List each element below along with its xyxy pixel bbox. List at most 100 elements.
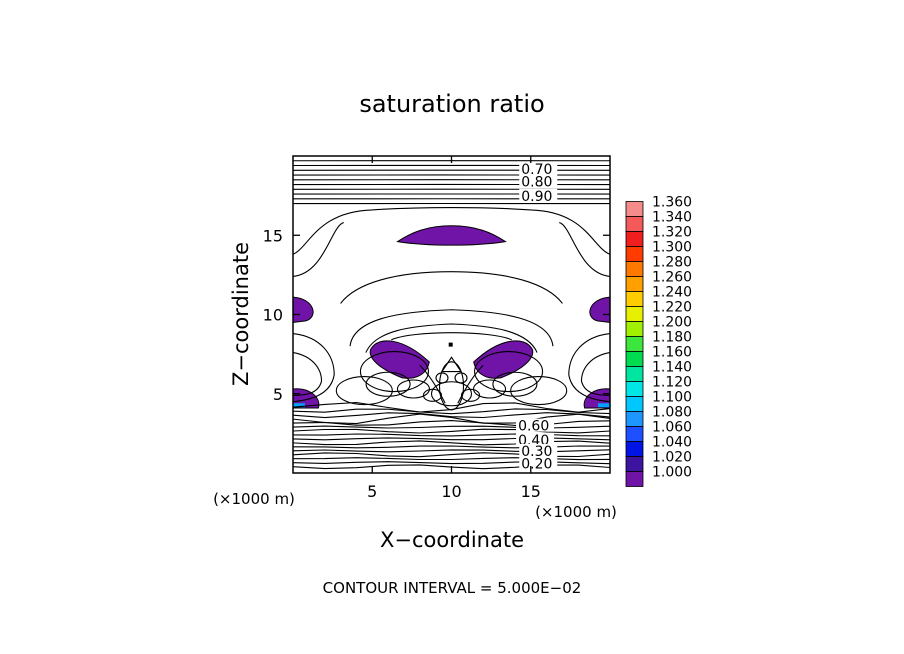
contour-ring <box>396 379 431 399</box>
contour-line <box>340 271 563 304</box>
contour-ring <box>438 361 465 411</box>
contour-line <box>391 332 512 341</box>
contour-line <box>292 457 611 461</box>
colorbar-label: 1.020 <box>652 450 692 466</box>
contour-line <box>457 364 484 404</box>
contour-interval-note: CONTOUR INTERVAL = 5.000E−02 <box>323 579 582 597</box>
y-tick-label: 15 <box>263 226 283 245</box>
contour-label: 0.30 <box>521 444 552 460</box>
colorbar-label: 1.100 <box>652 390 692 406</box>
contour-line <box>419 364 446 404</box>
colorbar-label: 1.180 <box>652 330 692 346</box>
contour-line <box>292 169 611 172</box>
x-tick-label: 10 <box>441 482 461 501</box>
contour-ring <box>430 381 473 407</box>
supersaturated-region-left-upper <box>292 296 314 323</box>
contour-ring <box>454 372 468 384</box>
colorbar-label: 1.080 <box>652 405 692 421</box>
contour-label-bg <box>519 161 558 175</box>
contour-line <box>292 461 611 465</box>
colorbar-label: 1.280 <box>652 255 692 271</box>
x-tick-label: 15 <box>521 482 541 501</box>
contour-label: 0.90 <box>521 189 552 205</box>
colorbar-label: 1.040 <box>652 435 692 451</box>
contour-line <box>568 332 611 403</box>
contour-line <box>292 452 611 458</box>
cyan-patch-right <box>598 403 610 408</box>
colorbar-swatch <box>625 216 644 232</box>
contour-line <box>292 193 611 195</box>
colorbar-swatch <box>625 246 644 262</box>
contour-line <box>292 332 335 403</box>
y-tick-label: 10 <box>263 306 283 325</box>
colorbar-swatch <box>625 396 644 412</box>
colorbar-swatch <box>625 456 644 472</box>
colorbar-swatch <box>625 201 644 217</box>
colorbar-swatch <box>625 321 644 337</box>
contour-line <box>292 351 323 396</box>
contour-line <box>349 309 554 347</box>
contour-ring <box>474 351 544 393</box>
contour-line <box>292 420 611 426</box>
colorbar-swatch <box>625 291 644 307</box>
colorbar-swatch <box>625 336 644 352</box>
contour-line <box>580 351 611 396</box>
contour-line <box>292 425 611 429</box>
supersaturated-region-right-upper <box>589 296 611 323</box>
x-unit-label: (×1000 m) <box>213 490 295 508</box>
colorbar-swatch <box>625 261 644 277</box>
contour-line <box>440 356 463 373</box>
contour-line <box>292 178 611 181</box>
contour-ring <box>359 351 429 393</box>
axis-ticks: 5 10 15 5 10 15 <box>263 156 610 501</box>
y-tick-label: 5 <box>273 385 283 404</box>
colorbar-label: 1.220 <box>652 300 692 316</box>
contour-line <box>292 188 611 191</box>
contour-line <box>292 440 611 446</box>
colorbar-label: 1.160 <box>652 345 692 361</box>
contour-label-bg <box>519 456 558 470</box>
contour-ring <box>492 371 538 397</box>
colorbar-swatch <box>625 366 644 382</box>
contour-line <box>365 323 538 353</box>
cyan-patch-left <box>293 403 305 408</box>
colorbar: 1.3601.3401.3201.3001.2801.2601.2401.220… <box>625 195 692 487</box>
contour-ring <box>435 372 449 384</box>
colorbar-label: 1.200 <box>652 315 692 331</box>
contour-line <box>292 202 611 205</box>
contour-line <box>292 428 611 434</box>
supersaturated-regions <box>292 225 611 409</box>
colorbar-swatch <box>625 306 644 322</box>
contour-label: 0.60 <box>518 419 549 435</box>
x-tick-label: 5 <box>367 482 377 501</box>
colorbar-swatch <box>625 471 644 487</box>
contour-line <box>292 433 611 437</box>
colorbar-label: 1.120 <box>652 375 692 391</box>
contour-line <box>292 445 611 449</box>
colorbar-label: 1.000 <box>652 465 692 481</box>
colorbar-label: 1.240 <box>652 285 692 301</box>
colorbar-label: 1.360 <box>652 195 692 211</box>
contour-label: 0.20 <box>521 457 552 473</box>
colorbar-label: 1.060 <box>652 420 692 436</box>
contour-ring <box>335 376 393 406</box>
colorbar-swatch <box>625 231 644 247</box>
colorbar-swatch <box>625 426 644 442</box>
contour-line <box>292 449 611 453</box>
chart-title: saturation ratio <box>359 90 544 118</box>
contour-label-bg <box>519 188 558 202</box>
contour-ring <box>472 379 507 399</box>
supersaturated-region-top <box>396 225 507 246</box>
contour-lines <box>292 159 611 470</box>
contour-line <box>292 174 611 176</box>
contour-label-bg <box>519 174 558 188</box>
contour-label: 0.80 <box>521 175 552 191</box>
contour-label-bg <box>519 443 558 457</box>
colorbar-swatch <box>625 381 644 397</box>
x-unit-label-right: (×1000 m) <box>535 503 617 521</box>
colorbar-swatch <box>625 351 644 367</box>
contour-label-bg <box>516 418 555 432</box>
contour-label: 0.70 <box>521 162 552 178</box>
